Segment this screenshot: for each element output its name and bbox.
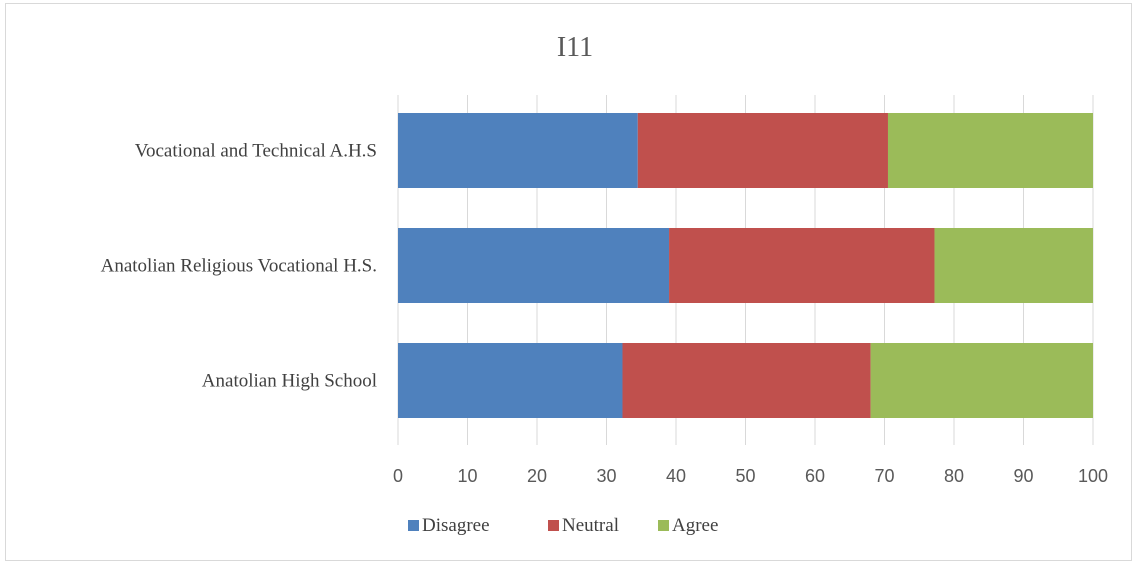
x-tick-label: 0 (393, 466, 403, 486)
legend: Disagree Neutral Agree (408, 515, 718, 536)
legend-label-disagree: Disagree (422, 515, 490, 536)
legend-label-neutral: Neutral (562, 515, 619, 536)
bar-neutral-2 (622, 343, 871, 418)
x-tick-label: 20 (527, 466, 547, 486)
x-tick-label: 100 (1078, 466, 1108, 486)
category-label: Anatolian High School (202, 371, 377, 392)
bar-neutral-0 (637, 113, 888, 188)
category-label: Vocational and Technical A.H.S (135, 141, 377, 162)
bars (398, 113, 1093, 418)
x-tick-label: 90 (1013, 466, 1033, 486)
bar-disagree-0 (398, 113, 638, 188)
legend-label-agree: Agree (672, 515, 718, 536)
legend-swatch-neutral (548, 520, 559, 531)
x-tick-label: 80 (944, 466, 964, 486)
x-tick-label: 60 (805, 466, 825, 486)
chart-title: I11 (557, 32, 593, 63)
x-tick-labels: 0 10 20 30 40 50 60 70 80 90 100 (393, 466, 1108, 486)
x-tick-label: 50 (735, 466, 755, 486)
x-tick-label: 40 (666, 466, 686, 486)
bar-disagree-2 (398, 343, 623, 418)
x-tick-label: 10 (457, 466, 477, 486)
x-tick-label: 30 (596, 466, 616, 486)
x-tick-label: 70 (874, 466, 894, 486)
bar-agree-0 (887, 113, 1093, 188)
category-labels: Vocational and Technical A.H.S Anatolian … (101, 141, 377, 392)
legend-swatch-agree (658, 520, 669, 531)
bar-agree-2 (870, 343, 1093, 418)
bar-disagree-1 (398, 228, 670, 303)
category-label: Anatolian Religious Vocational H.S. (101, 256, 377, 277)
bar-agree-1 (934, 228, 1093, 303)
bar-neutral-1 (669, 228, 935, 303)
legend-swatch-disagree (408, 520, 419, 531)
